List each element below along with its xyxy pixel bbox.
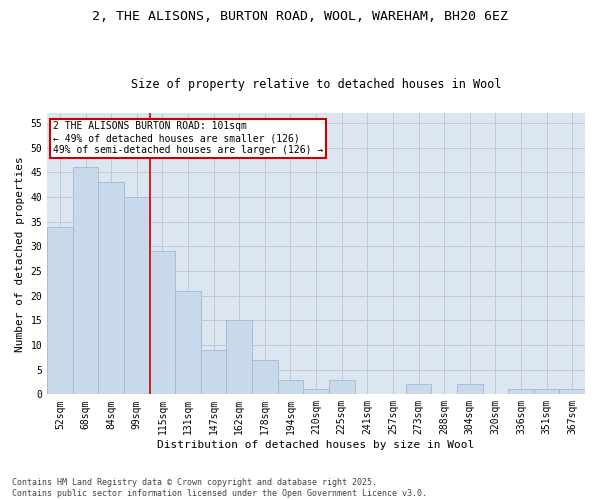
Y-axis label: Number of detached properties: Number of detached properties — [15, 156, 25, 352]
Bar — [406, 384, 431, 394]
Bar — [175, 290, 201, 395]
Title: Size of property relative to detached houses in Wool: Size of property relative to detached ho… — [131, 78, 502, 91]
Bar — [508, 390, 534, 394]
Bar — [534, 390, 559, 394]
Text: Contains HM Land Registry data © Crown copyright and database right 2025.
Contai: Contains HM Land Registry data © Crown c… — [12, 478, 427, 498]
Text: 2 THE ALISONS BURTON ROAD: 101sqm
← 49% of detached houses are smaller (126)
49%: 2 THE ALISONS BURTON ROAD: 101sqm ← 49% … — [53, 122, 323, 154]
Bar — [124, 197, 149, 394]
X-axis label: Distribution of detached houses by size in Wool: Distribution of detached houses by size … — [157, 440, 475, 450]
Bar — [73, 168, 98, 394]
Bar — [278, 380, 303, 394]
Bar — [98, 182, 124, 394]
Bar — [47, 226, 73, 394]
Bar — [226, 320, 252, 394]
Text: 2, THE ALISONS, BURTON ROAD, WOOL, WAREHAM, BH20 6EZ: 2, THE ALISONS, BURTON ROAD, WOOL, WAREH… — [92, 10, 508, 23]
Bar — [149, 251, 175, 394]
Bar — [303, 390, 329, 394]
Bar — [329, 380, 355, 394]
Bar — [201, 350, 226, 395]
Bar — [252, 360, 278, 394]
Bar — [559, 390, 585, 394]
Bar — [457, 384, 482, 394]
